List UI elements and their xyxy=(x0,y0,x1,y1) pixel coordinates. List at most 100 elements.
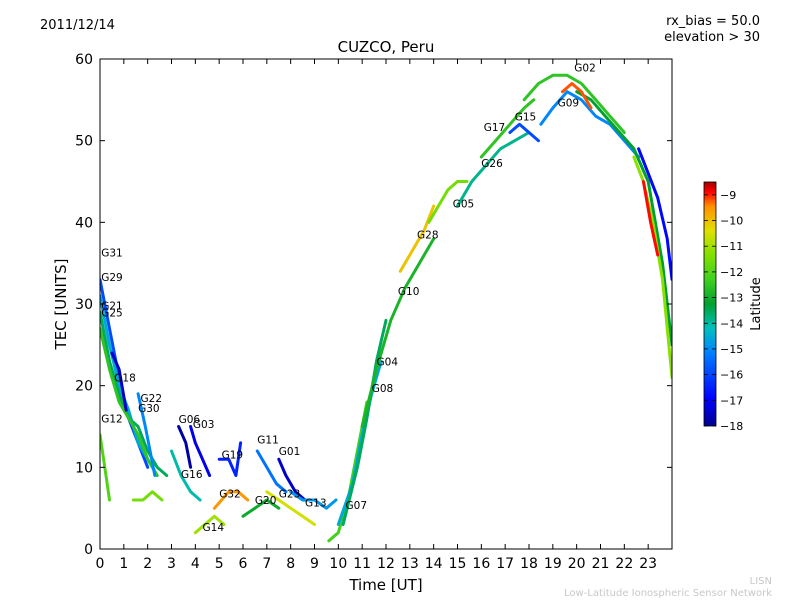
series-line-g16 xyxy=(170,449,202,502)
x-tick-label: 22 xyxy=(615,556,633,572)
satellite-label-g05: G05 xyxy=(453,199,475,211)
x-tick-label: 14 xyxy=(425,556,443,572)
satellite-label-g21: G21 xyxy=(101,301,123,313)
x-tick-label: 23 xyxy=(639,556,657,572)
satellite-label-g08: G08 xyxy=(372,383,394,395)
y-axis-label: TEC [UNITS] xyxy=(52,259,70,351)
series-line-s02 xyxy=(632,155,672,379)
colorbar-tick-label: −9 xyxy=(720,189,736,202)
series-line-g26 xyxy=(456,131,531,208)
satellite-label-g26: G26 xyxy=(481,158,503,170)
satellite-label-g06: G06 xyxy=(179,414,201,426)
colorbar-ticks: −9 −10 −11 −12 −13 −14 −15 −16 −17 −18 xyxy=(704,189,743,433)
series-line-g03 xyxy=(189,425,212,477)
x-tick-label: 13 xyxy=(401,556,419,572)
satellite-label-g14: G14 xyxy=(203,522,225,534)
satellite-label-g17: G17 xyxy=(484,122,506,134)
series-line-g32 xyxy=(212,490,250,510)
satellite-label-g09: G09 xyxy=(558,97,580,109)
x-tick-label: 10 xyxy=(329,556,347,572)
series-line-g10 xyxy=(360,237,436,428)
series-line-s05 xyxy=(641,180,660,257)
footer-network-name: Low-Latitude Ionospheric Sensor Network xyxy=(564,588,772,599)
series-line-s03 xyxy=(637,147,672,281)
colorbar-tick-label: −15 xyxy=(720,343,743,356)
satellite-label-g23: G23 xyxy=(279,489,301,501)
satellite-label-g15: G15 xyxy=(515,111,537,123)
elevation-label: elevation > 30 xyxy=(664,30,760,45)
y-tick-label: 20 xyxy=(75,379,93,395)
colorbar-label: Latitude xyxy=(749,277,764,331)
colorbar-tick-label: −17 xyxy=(720,394,743,407)
series-line-g21 xyxy=(100,310,169,477)
satellite-label-g03: G03 xyxy=(193,419,215,431)
satellite-label-g11: G11 xyxy=(257,435,279,447)
x-tick-label: 20 xyxy=(568,556,586,572)
rx-bias-label: rx_bias = 50.0 xyxy=(666,14,760,29)
satellite-label-g19: G19 xyxy=(222,449,244,461)
y-tick-label: 0 xyxy=(84,542,93,558)
colorbar-tick-label: −14 xyxy=(720,317,743,330)
series-line-g04 xyxy=(341,318,388,526)
satellite-label-g22: G22 xyxy=(141,393,163,405)
satellite-label-g30: G30 xyxy=(138,403,160,415)
x-tick-label: 7 xyxy=(262,556,271,572)
x-tick-label: 1 xyxy=(119,556,128,572)
satellite-label-g04: G04 xyxy=(377,356,399,368)
x-tick-label: 9 xyxy=(310,556,319,572)
x-tick-label: 8 xyxy=(286,556,295,572)
series-line-g20 xyxy=(241,498,281,518)
x-tick-label: 2 xyxy=(143,556,152,572)
y-tick-label: 60 xyxy=(75,52,93,68)
x-tick-label: 15 xyxy=(449,556,467,572)
series-line-g13 xyxy=(289,490,338,510)
satellite-label-g12: G12 xyxy=(101,413,123,425)
colorbar-tick-label: −11 xyxy=(720,240,743,253)
series-line-g25 xyxy=(100,327,159,477)
series-line-g01 xyxy=(277,457,307,502)
x-tick-label: 19 xyxy=(544,556,562,572)
y-tick-label: 50 xyxy=(75,134,93,150)
series-line-g06 xyxy=(177,425,193,469)
x-tick-label: 18 xyxy=(520,556,538,572)
series-line-g30 xyxy=(131,490,164,502)
satellite-label-g32: G32 xyxy=(219,489,241,501)
colorbar-tick-label: −13 xyxy=(720,292,743,305)
series-line-g17 xyxy=(479,98,536,159)
satellite-label-g10: G10 xyxy=(398,286,420,298)
x-tick-label: 6 xyxy=(239,556,248,572)
series-line-s04 xyxy=(560,82,593,110)
date-label: 2011/12/14 xyxy=(40,18,115,33)
x-tick-label: 21 xyxy=(592,556,610,572)
colorbar-tick-label: −16 xyxy=(720,369,743,382)
y-tick-label: 10 xyxy=(75,460,93,476)
satellite-label-g01: G01 xyxy=(279,446,301,458)
satellite-label-g29: G29 xyxy=(101,272,123,284)
satellite-label-g07: G07 xyxy=(346,500,368,512)
y-tick-label: 40 xyxy=(75,215,93,231)
x-tick-label: 4 xyxy=(191,556,200,572)
series-line-g18 xyxy=(110,351,128,412)
satellite-label-g18: G18 xyxy=(114,373,136,385)
x-tick-label: 12 xyxy=(377,556,395,572)
series-line-g09 xyxy=(539,90,641,159)
satellite-label-g20: G20 xyxy=(255,495,277,507)
tick-layer: 0 1 2 3 4 5 6 7 8 9 10 11 12 13 14 15 16 17 18 19 20 21 22 2301… xyxy=(75,52,672,572)
series-layer xyxy=(100,73,672,543)
satellite-label-g31: G31 xyxy=(101,248,123,260)
series-line-g23 xyxy=(265,490,316,526)
satellite-label-g28: G28 xyxy=(417,230,439,242)
satellite-label-g16: G16 xyxy=(181,469,203,481)
chart-title: CUZCO, Peru xyxy=(338,38,435,56)
series-line-g07 xyxy=(327,400,369,543)
y-tick-label: 30 xyxy=(75,297,93,313)
x-axis-label: Time [UT] xyxy=(348,576,422,594)
x-tick-label: 5 xyxy=(215,556,224,572)
x-tick-label: 0 xyxy=(96,556,105,572)
series-line-g22 xyxy=(136,392,157,477)
series-line-g28 xyxy=(398,204,436,273)
colorbar-tick-label: −18 xyxy=(720,420,743,433)
